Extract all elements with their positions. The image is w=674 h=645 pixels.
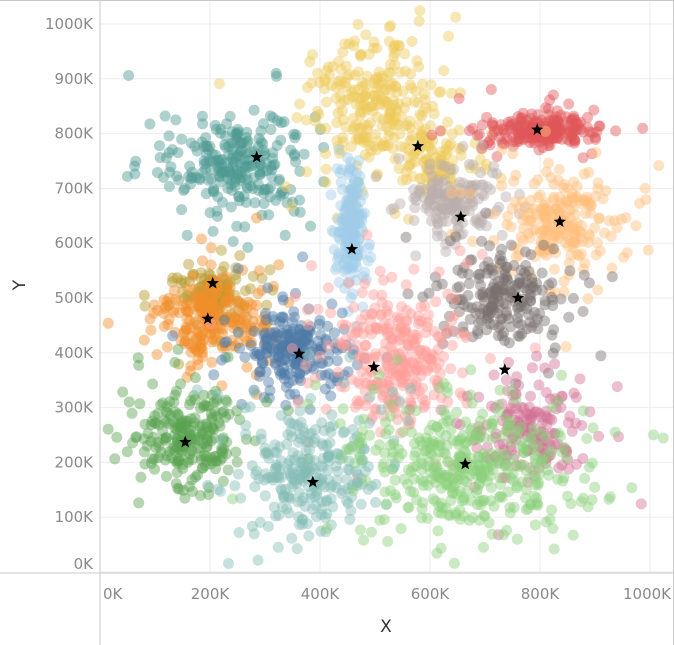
cluster-dark-gray: [400, 207, 618, 390]
cluster-salmon: [205, 229, 541, 484]
centroid-stars: [179, 123, 566, 488]
star-icon: [345, 242, 359, 255]
star-icon: [292, 347, 306, 360]
star-icon: [511, 291, 525, 304]
cluster-gray-light: [370, 140, 531, 262]
star-icon: [179, 435, 192, 448]
x-axis-title: X: [380, 617, 392, 637]
y-tick-label: 100K: [55, 508, 95, 526]
y-tick-label: 300K: [55, 399, 95, 417]
star-icon: [553, 215, 566, 228]
cluster-light-green: [227, 354, 669, 569]
y-tick-label: 0K: [74, 555, 95, 573]
star-icon: [531, 123, 544, 136]
x-tick-label: 200K: [191, 585, 231, 603]
star-icon: [454, 210, 467, 223]
x-tick-label: 800K: [521, 585, 561, 603]
y-axis-title: Y: [10, 279, 30, 291]
cluster-blue: [167, 251, 393, 415]
y-tick-label: 1000K: [45, 15, 94, 33]
x-tick-label: 600K: [411, 585, 451, 603]
cluster-orange-light: [445, 125, 665, 353]
scatter-points: [102, 5, 669, 569]
x-tick-label: 1000K: [623, 585, 672, 603]
y-tick-label: 700K: [55, 179, 95, 197]
star-icon: [206, 276, 219, 289]
star-icon: [459, 457, 472, 470]
y-tick-label: 200K: [55, 453, 95, 471]
cluster-yellow-lower: [371, 119, 498, 208]
x-tick-label: 0K: [103, 585, 124, 603]
cluster-teal: [121, 67, 364, 311]
cluster-green-dark: [102, 343, 314, 509]
y-tick-label: 900K: [55, 70, 95, 88]
cluster-pink: [404, 350, 647, 541]
star-icon: [306, 475, 320, 488]
y-tick-label: 600K: [55, 234, 95, 252]
x-tick-label: 400K: [301, 585, 341, 603]
star-icon: [498, 363, 511, 376]
x-axis-ticks: 0K 200K 400K 600K 800K 1000K: [103, 585, 672, 603]
cluster-yellow: [213, 5, 507, 225]
cluster-olive: [138, 244, 279, 370]
y-tick-label: 500K: [55, 289, 95, 307]
star-icon: [411, 139, 425, 152]
star-icon: [367, 360, 381, 373]
y-tick-label: 800K: [55, 125, 95, 143]
y-axis-ticks: 0K 100K 200K 300K 400K 500K 600K 700K 800K 900K 10…: [45, 15, 94, 573]
y-tick-label: 400K: [55, 344, 95, 362]
star-icon: [250, 150, 263, 163]
cluster-orange: [102, 212, 295, 400]
cluster-teal-light: [191, 349, 417, 569]
star-icon: [201, 312, 214, 325]
